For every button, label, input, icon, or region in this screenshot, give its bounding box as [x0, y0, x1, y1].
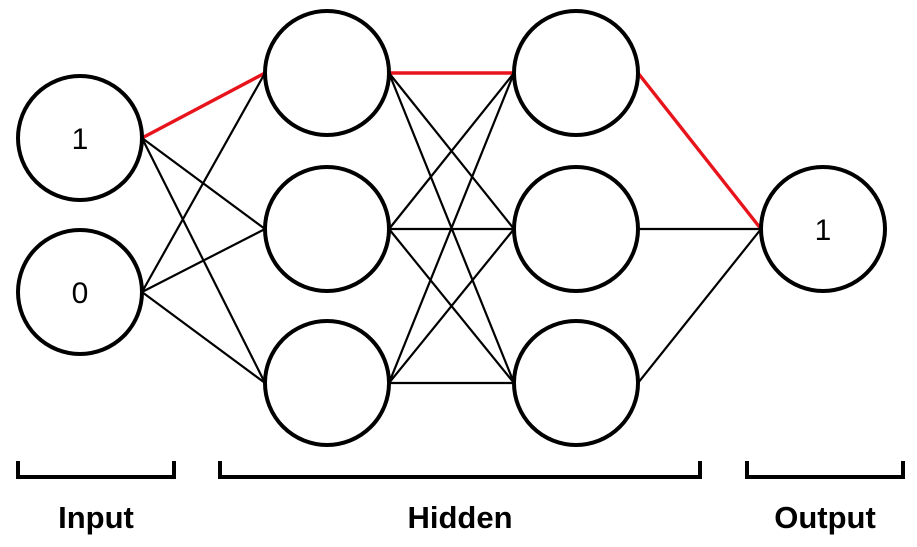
hidden1-neuron-1 [263, 9, 391, 137]
neuron-circle [512, 165, 640, 293]
connection [388, 228, 515, 384]
neuron-value: 1 [72, 123, 89, 156]
input-label: Input [58, 500, 134, 535]
input-neuron-2: 0 [16, 228, 144, 356]
hidden2-neuron-3 [512, 319, 640, 447]
neuron-circle [512, 9, 640, 137]
connection [141, 72, 266, 293]
input-group: Input [16, 461, 176, 535]
hidden2-neuron-1 [512, 9, 640, 137]
hidden-label: Hidden [407, 500, 512, 535]
input-neuron-1: 1 [16, 74, 144, 202]
neuron-circle [512, 319, 640, 447]
neuron-circle [16, 74, 144, 202]
output-label: Output [774, 500, 876, 535]
connection [141, 228, 266, 293]
neuron-circle [16, 228, 144, 356]
connection [141, 291, 266, 384]
hidden1-neuron-3 [263, 319, 391, 447]
neuron-value: 1 [815, 214, 832, 247]
input-bracket [16, 461, 176, 479]
output-group: Output [745, 461, 905, 535]
neuron-circle [263, 319, 391, 447]
output-bracket [745, 461, 905, 479]
neuron-circle [759, 165, 887, 293]
hidden2-neuron-2 [512, 165, 640, 293]
neuron-circle [263, 165, 391, 293]
hidden-group: Hidden [218, 461, 702, 535]
neurons: 1 0 1 [16, 9, 887, 447]
connections [141, 71, 763, 385]
connection [387, 72, 516, 384]
hidden-bracket [218, 461, 702, 479]
highlighted-connection [636, 71, 763, 231]
highlighted-connection [141, 71, 266, 140]
output-neuron-1: 1 [759, 165, 887, 293]
neuron-value: 0 [72, 277, 89, 310]
connection [637, 228, 762, 384]
hidden1-neuron-2 [263, 165, 391, 293]
connection [388, 72, 515, 230]
neuron-circle [263, 9, 391, 137]
